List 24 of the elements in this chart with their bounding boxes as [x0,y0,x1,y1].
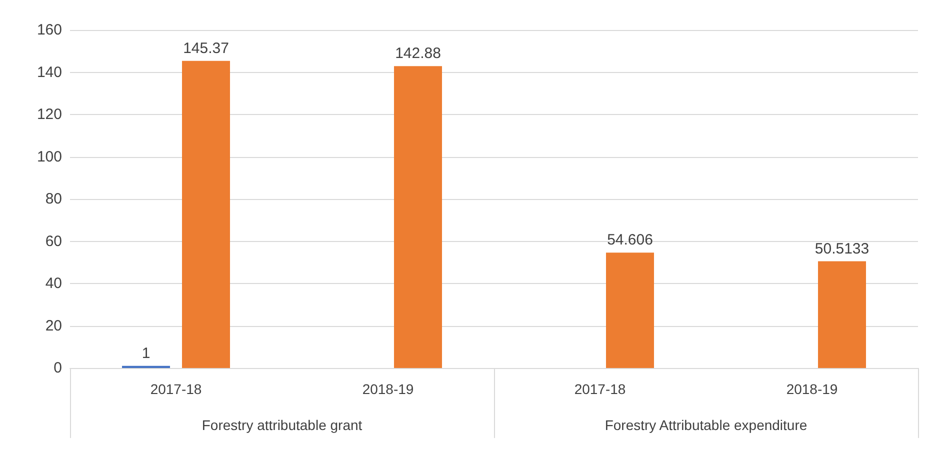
y-tick-label: 20 [45,317,62,334]
text: Forestry Attributable expenditure [604,417,808,433]
bar [606,252,654,368]
y-tick-label: 0 [54,360,62,376]
x-tick-label: 2018-19 [362,381,414,397]
bar [394,66,442,368]
text: Forestry attributable grant [202,417,362,433]
data-label: 145.37 [183,40,229,57]
data-label: 1 [142,344,150,362]
x-tick-label: 2017-18 [150,381,202,397]
x-tick-label: 2018-19 [786,381,838,397]
y-tick-label: 100 [36,148,62,166]
y-tick-label: 80 [45,190,62,208]
data-label: 54.606 [607,232,653,249]
bar [182,60,230,368]
bar [818,261,866,368]
y-tick-label: 40 [45,275,62,292]
data-label: 50.5133 [814,240,870,258]
x-tick-label: 2017-18 [574,381,626,397]
data-label: 142.88 [395,45,441,62]
y-tick-label: 140 [36,64,62,81]
y-tick-label: 120 [36,106,62,123]
y-tick-label: 160 [36,22,62,38]
y-tick-label: 60 [45,232,62,250]
